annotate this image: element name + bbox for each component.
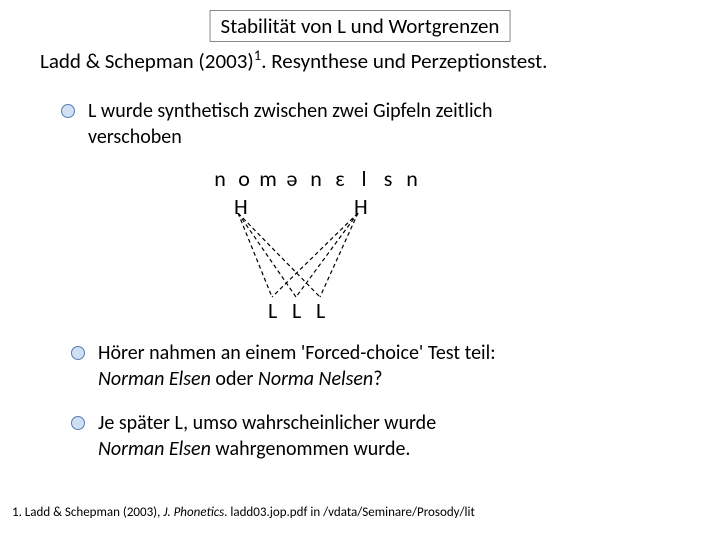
footnote-post: . ladd03.jop.pdf in /vdata/Seminare/Pros… — [224, 505, 475, 520]
bullet-1: L wurde synthetisch zwischen zwei Gipfel… — [60, 98, 548, 150]
bullet-3-italic: Norman Elsen — [98, 437, 211, 461]
bullet-3-tail: wahrgenommen wurde. — [211, 437, 411, 461]
bullet-2-q: ? — [373, 367, 382, 391]
bullet-3: Je später L, umso wahrscheinlicher wurde… — [70, 410, 436, 462]
bullet-2-text: Hörer nahmen an einem 'Forced-choice' Te… — [98, 340, 496, 392]
slide-subtitle: Ladd & Schepman (2003)1. Resynthese und … — [40, 46, 547, 74]
bullet-icon — [70, 345, 86, 361]
bullet-2-opt2: Norma Nelsen — [258, 367, 373, 391]
footnote-journal: J. Phonetics — [163, 505, 224, 520]
slide-title: Stabilität von L und Wortgrenzen — [221, 13, 500, 39]
bullet-3-line1: Je später L, umso wahrscheinlicher wurde — [98, 411, 436, 435]
tone-diagram: nomənɛlsn HH LLL — [180, 165, 540, 325]
bullet-icon — [70, 415, 86, 431]
footnote-pre: 1. Ladd & Schepman (2003), — [12, 505, 163, 520]
subtitle-tail: . Resynthese und Perzeptionstest. — [261, 48, 547, 74]
subtitle-cite: Ladd & Schepman (2003) — [40, 48, 254, 74]
bullet-2-line1: Hörer nahmen an einem 'Forced-choice' Te… — [98, 341, 496, 365]
footnote: 1. Ladd & Schepman (2003), J. Phonetics.… — [12, 505, 475, 520]
bullet-icon — [60, 103, 76, 119]
alignment-lines — [180, 213, 440, 303]
bullet-2-or: oder — [211, 367, 258, 391]
bullet-2: Hörer nahmen an einem 'Forced-choice' Te… — [70, 340, 496, 392]
bullet-1-text: L wurde synthetisch zwischen zwei Gipfel… — [88, 98, 548, 150]
bullet-2-opt1: Norman Elsen — [98, 367, 211, 391]
bullet-3-text: Je später L, umso wahrscheinlicher wurde… — [98, 410, 436, 462]
slide-title-box: Stabilität von L und Wortgrenzen — [210, 10, 511, 42]
